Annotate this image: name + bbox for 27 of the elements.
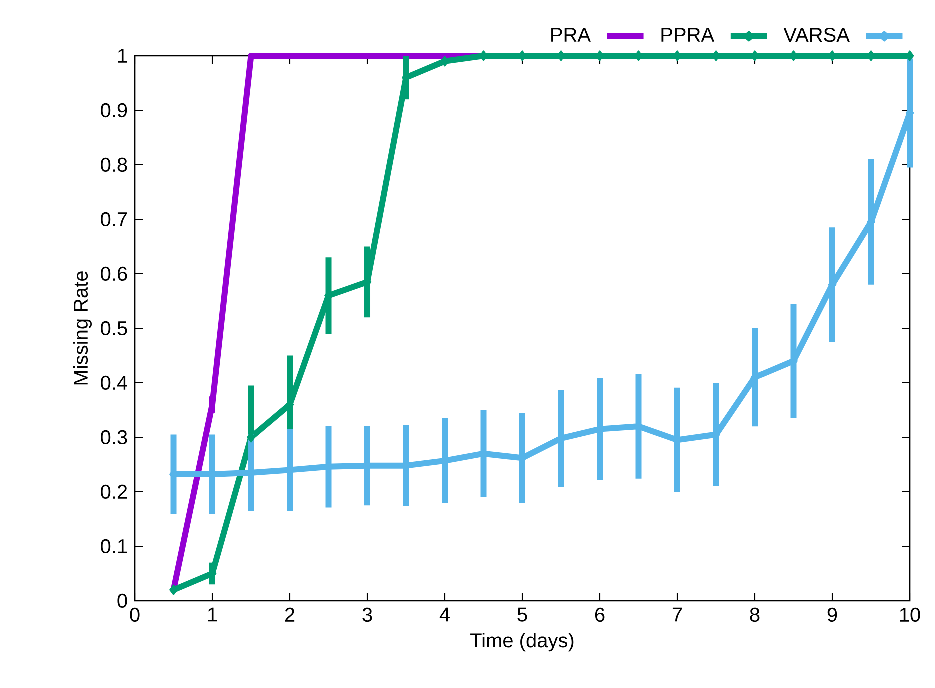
y-tick-label: 0.4 [101, 376, 128, 390]
y-tick-label: 0 [118, 594, 128, 608]
y-axis-title: Missing Rate [73, 272, 92, 385]
y-tick-label: 0.1 [101, 539, 128, 554]
x-tick-label: 9 [828, 608, 838, 622]
x-tick-label: 2 [285, 608, 295, 622]
y-tick-label: 0.7 [101, 212, 128, 227]
y-tick-label: 0.5 [101, 321, 128, 336]
x-tick-label: 7 [672, 608, 682, 622]
legend-label: PRA [552, 28, 591, 42]
x-tick-label: 0 [130, 608, 140, 622]
y-tick-label: 0.8 [101, 158, 128, 172]
y-tick-label: 1 [118, 49, 128, 63]
x-tick-label: 4 [440, 608, 450, 622]
y-tick-label: 0.9 [101, 103, 128, 118]
x-tick-label: 6 [595, 608, 605, 622]
y-tick-label: 0.6 [101, 266, 128, 282]
legend-label: PPRA [662, 28, 715, 42]
x-tick-label: 1 [208, 608, 218, 622]
x-tick-label: 10 [900, 608, 920, 622]
x-tick-label: 5 [518, 608, 528, 622]
y-tick-label: 0.2 [101, 484, 128, 500]
x-tick-label: 3 [362, 608, 372, 622]
legend-label: VARSA [784, 28, 850, 42]
x-axis-title: Time (days) [470, 633, 574, 652]
y-tick-label: 0.3 [101, 430, 128, 445]
x-tick-label: 8 [750, 608, 760, 622]
